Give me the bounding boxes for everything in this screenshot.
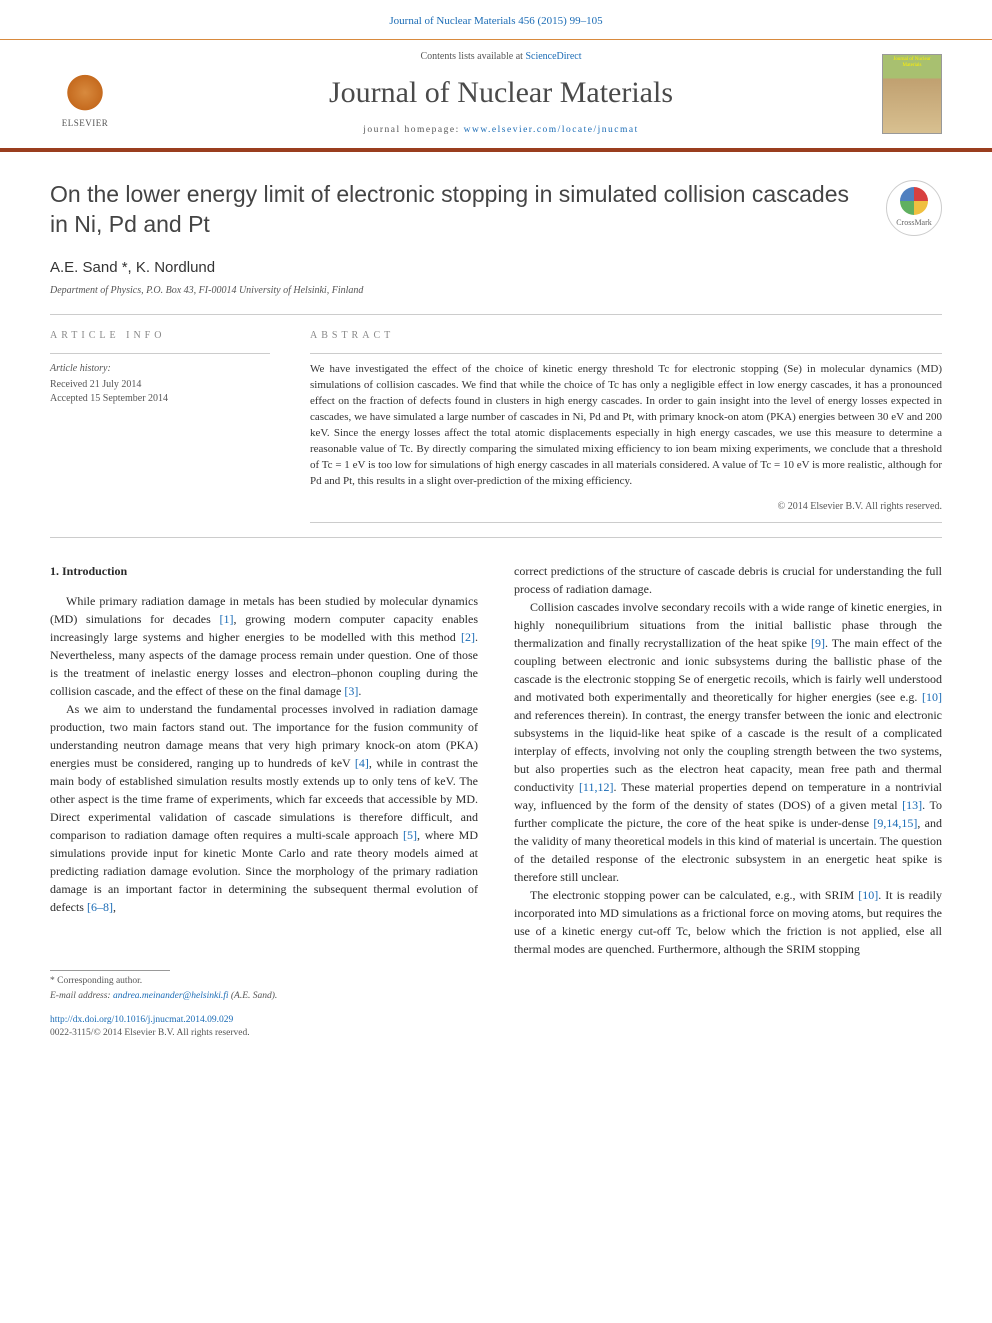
homepage-prefix: journal homepage:	[363, 125, 463, 135]
affiliation: Department of Physics, P.O. Box 43, FI-0…	[50, 284, 942, 298]
sciencedirect-link[interactable]: ScienceDirect	[525, 51, 581, 62]
body-columns: 1. Introduction While primary radiation …	[0, 538, 992, 958]
journal-cover-thumbnail[interactable]	[882, 54, 942, 134]
info-heading: ARTICLE INFO	[50, 329, 270, 343]
homepage-line: journal homepage: www.elsevier.com/locat…	[140, 124, 862, 137]
citation-link[interactable]: Journal of Nuclear Materials 456 (2015) …	[389, 15, 602, 27]
reference-link[interactable]: [10]	[922, 690, 942, 704]
journal-header: ELSEVIER Contents lists available at Sci…	[0, 39, 992, 151]
reference-link[interactable]: [10]	[858, 888, 878, 902]
section-heading: 1. Introduction	[50, 562, 478, 580]
homepage-link[interactable]: www.elsevier.com/locate/jnucmat	[464, 125, 639, 135]
publisher-name: ELSEVIER	[62, 117, 109, 130]
abstract-heading: ABSTRACT	[310, 329, 942, 343]
column-right: correct predictions of the structure of …	[514, 562, 942, 958]
reference-link[interactable]: [2]	[461, 630, 475, 644]
elsevier-tree-icon	[57, 59, 113, 115]
column-left: 1. Introduction While primary radiation …	[50, 562, 478, 958]
article-info: ARTICLE INFO Article history: Received 2…	[50, 329, 270, 523]
footnote-divider	[50, 970, 170, 971]
reference-link[interactable]: [3]	[344, 684, 358, 698]
reference-link[interactable]: [9,14,15]	[873, 816, 917, 830]
paragraph: As we aim to understand the fundamental …	[50, 700, 478, 916]
abstract-block: ABSTRACT We have investigated the effect…	[310, 329, 942, 523]
doi-line: http://dx.doi.org/10.1016/j.jnucmat.2014…	[50, 1014, 942, 1027]
email-label: E-mail address:	[50, 991, 113, 1001]
received-date: Received 21 July 2014	[50, 378, 270, 392]
citation-bar: Journal of Nuclear Materials 456 (2015) …	[0, 0, 992, 39]
accepted-date: Accepted 15 September 2014	[50, 392, 270, 406]
journal-title: Journal of Nuclear Materials	[140, 72, 862, 114]
author-list: A.E. Sand *, K. Nordlund	[50, 257, 942, 278]
paragraph: Collision cascades involve secondary rec…	[514, 598, 942, 886]
issn-line: 0022-3115/© 2014 Elsevier B.V. All right…	[50, 1027, 942, 1040]
info-abstract-row: ARTICLE INFO Article history: Received 2…	[0, 329, 992, 523]
history-label: Article history:	[50, 362, 270, 376]
reference-link[interactable]: [9]	[811, 636, 825, 650]
divider	[50, 353, 270, 354]
abstract-text: We have investigated the effect of the c…	[310, 362, 942, 490]
paragraph: The electronic stopping power can be cal…	[514, 886, 942, 958]
article-front: On the lower energy limit of electronic …	[0, 152, 992, 316]
corresponding-author: * Corresponding author.	[50, 975, 942, 988]
crossmark-label: CrossMark	[896, 217, 932, 228]
article-title: On the lower energy limit of electronic …	[50, 180, 866, 240]
contents-line: Contents lists available at ScienceDirec…	[140, 50, 862, 64]
header-center: Contents lists available at ScienceDirec…	[140, 50, 862, 137]
crossmark-icon	[900, 187, 928, 215]
email-link[interactable]: andrea.meinander@helsinki.fi	[113, 991, 229, 1001]
doi-link[interactable]: http://dx.doi.org/10.1016/j.jnucmat.2014…	[50, 1015, 233, 1025]
paragraph: While primary radiation damage in metals…	[50, 592, 478, 700]
publisher-logo[interactable]: ELSEVIER	[50, 54, 120, 134]
divider	[310, 522, 942, 523]
divider	[310, 353, 942, 354]
crossmark-badge[interactable]: CrossMark	[886, 180, 942, 236]
title-row: On the lower energy limit of electronic …	[50, 180, 942, 240]
paragraph: correct predictions of the structure of …	[514, 562, 942, 598]
reference-link[interactable]: [13]	[902, 798, 922, 812]
footer: * Corresponding author. E-mail address: …	[0, 958, 992, 1060]
reference-link[interactable]: [4]	[355, 756, 369, 770]
divider	[50, 314, 942, 315]
reference-link[interactable]: [5]	[403, 828, 417, 842]
reference-link[interactable]: [1]	[220, 612, 234, 626]
contents-prefix: Contents lists available at	[420, 51, 525, 62]
reference-link[interactable]: [11,12]	[579, 780, 614, 794]
email-line: E-mail address: andrea.meinander@helsink…	[50, 990, 942, 1003]
abstract-copyright: © 2014 Elsevier B.V. All rights reserved…	[310, 500, 942, 514]
email-author-name: (A.E. Sand).	[229, 991, 278, 1001]
reference-link[interactable]: [6–8]	[87, 900, 113, 914]
